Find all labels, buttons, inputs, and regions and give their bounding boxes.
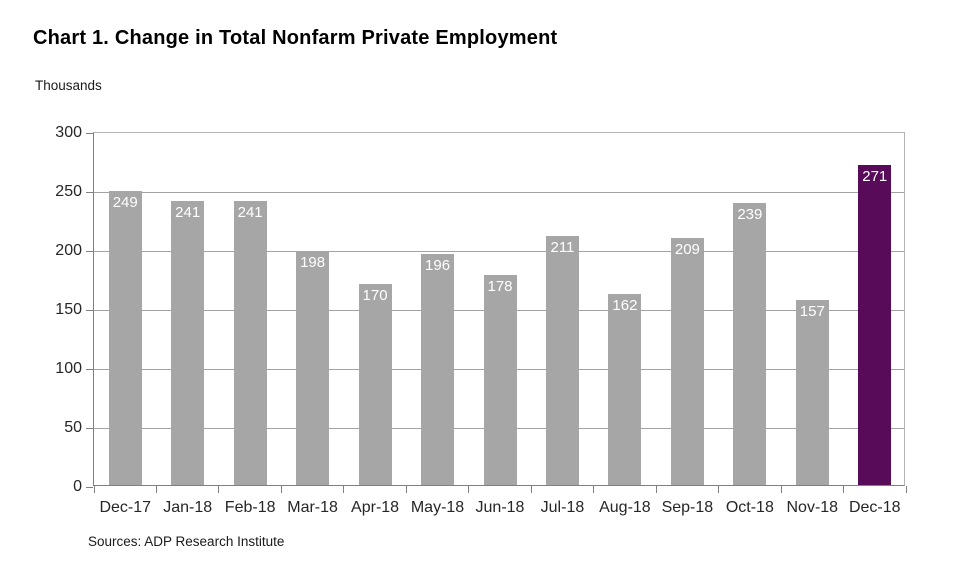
x-axis-tick-13 xyxy=(905,486,907,493)
x-axis-label-Jun-18: Jun-18 xyxy=(475,499,525,516)
y-axis-tick-300 xyxy=(86,132,93,134)
bar-value-label-Dec-18: 271 xyxy=(862,168,888,186)
x-axis-label-Dec-17: Dec-17 xyxy=(99,499,152,516)
bar-Jul-18: 211 xyxy=(545,236,579,485)
x-axis-label-Apr-18: Apr-18 xyxy=(351,499,400,516)
x-axis-tick-6 xyxy=(468,486,470,493)
bar-value-label-Jul-18: 211 xyxy=(550,239,575,257)
x-axis-tick-4 xyxy=(343,486,345,493)
x-axis-tick-1 xyxy=(155,486,157,493)
y-axis-label-50: 50 xyxy=(64,419,82,436)
y-axis-label-150: 150 xyxy=(55,301,82,318)
bar-May-18: 196 xyxy=(421,253,455,485)
bar-value-label-Feb-18: 241 xyxy=(237,203,263,221)
x-axis-label-Jan-18: Jan-18 xyxy=(163,499,213,516)
bar-value-label-Jun-18: 178 xyxy=(487,277,513,295)
bar-Jan-18: 241 xyxy=(171,200,205,485)
y-axis-label-300: 300 xyxy=(55,124,82,141)
x-axis-tick-2 xyxy=(218,486,220,493)
y-axis-tick-200 xyxy=(86,250,93,252)
bar-Nov-18: 157 xyxy=(795,299,829,485)
x-axis-label-Dec-18: Dec-18 xyxy=(848,499,901,516)
bar-value-label-Sep-18: 209 xyxy=(674,241,700,259)
x-axis-tick-8 xyxy=(593,486,595,493)
bar-Mar-18: 198 xyxy=(296,251,330,485)
y-axis-unit-label: Thousands xyxy=(35,78,102,93)
y-axis-label-100: 100 xyxy=(55,360,82,377)
bar-Oct-18: 239 xyxy=(733,202,767,485)
x-axis-tick-0 xyxy=(93,486,95,493)
y-axis-tick-250 xyxy=(86,191,93,193)
x-axis-tick-3 xyxy=(280,486,282,493)
x-axis-label-May-18: May-18 xyxy=(410,499,465,516)
y-axis-tick-0 xyxy=(86,486,93,488)
bar-Jun-18: 178 xyxy=(483,274,517,485)
bar-value-label-Dec-17: 249 xyxy=(112,194,138,212)
y-axis-label-0: 0 xyxy=(73,478,82,495)
bar-Aug-18: 162 xyxy=(608,293,642,485)
x-axis-tick-5 xyxy=(405,486,407,493)
y-axis-label-250: 250 xyxy=(55,183,82,200)
y-axis-tick-150 xyxy=(86,309,93,311)
bar-value-label-Aug-18: 162 xyxy=(612,296,638,314)
bar-Sep-18: 209 xyxy=(670,238,704,485)
x-axis-label-Feb-18: Feb-18 xyxy=(224,499,276,516)
source-note: Sources: ADP Research Institute xyxy=(88,534,285,549)
x-axis-tick-11 xyxy=(780,486,782,493)
x-axis-tick-7 xyxy=(530,486,532,493)
bar-value-label-Mar-18: 198 xyxy=(300,254,326,272)
bar-value-label-Apr-18: 170 xyxy=(362,287,388,305)
bar-Apr-18: 170 xyxy=(358,284,392,485)
gridline-250 xyxy=(94,191,904,193)
plot-area: 0 50 100 150 200 250 300 249 Dec-17 241 Jan-18 241 F… xyxy=(55,124,907,516)
x-axis-label-Sep-18: Sep-18 xyxy=(661,499,714,516)
x-axis-label-Jul-18: Jul-18 xyxy=(540,499,585,516)
y-axis-tick-100 xyxy=(86,368,93,370)
x-axis-tick-10 xyxy=(718,486,720,493)
bar-Feb-18: 241 xyxy=(233,200,267,485)
chart-title: Chart 1. Change in Total Nonfarm Private… xyxy=(33,27,558,49)
bar-value-label-Nov-18: 157 xyxy=(799,302,825,320)
x-axis-tick-12 xyxy=(843,486,845,493)
bar-value-label-May-18: 196 xyxy=(425,256,451,274)
x-axis-label-Nov-18: Nov-18 xyxy=(786,499,839,516)
x-axis-tick-9 xyxy=(655,486,657,493)
bar-Dec-18: 271 xyxy=(858,165,892,485)
bar-value-label-Jan-18: 241 xyxy=(175,203,201,221)
y-axis-label-200: 200 xyxy=(55,242,82,259)
gridline-200 xyxy=(94,250,904,252)
bar-Dec-17: 249 xyxy=(108,191,142,485)
x-axis-label-Mar-18: Mar-18 xyxy=(287,499,338,516)
x-axis-label-Aug-18: Aug-18 xyxy=(599,499,651,516)
y-axis-tick-50 xyxy=(86,427,93,429)
bar-value-label-Oct-18: 239 xyxy=(737,205,763,223)
x-axis-label-Oct-18: Oct-18 xyxy=(725,499,774,516)
